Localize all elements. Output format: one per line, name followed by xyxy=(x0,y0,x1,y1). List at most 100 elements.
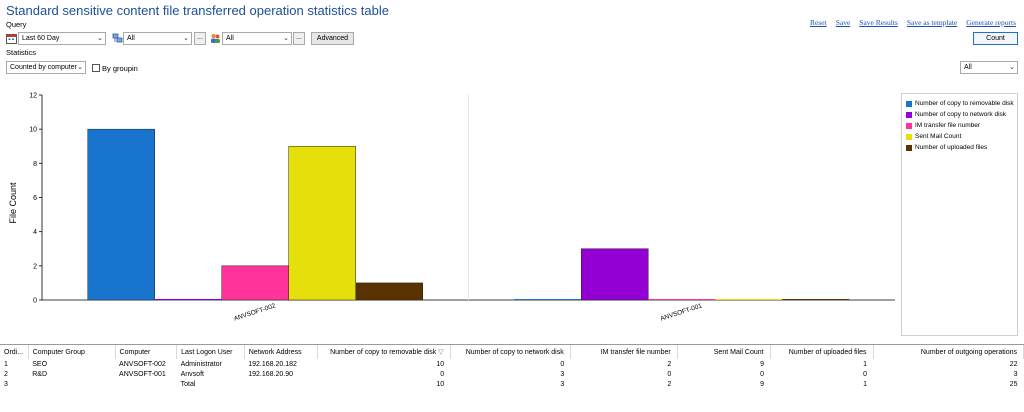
column-header[interactable]: Sent Mail Count xyxy=(677,345,771,359)
column-header[interactable]: Last Logon User xyxy=(176,345,245,359)
chevron-down-icon: ⌄ xyxy=(77,64,83,71)
save-as-template-link[interactable]: Save as template xyxy=(906,18,958,27)
y-axis-label: File Count xyxy=(8,182,18,224)
column-header-label: Number of outgoing operations xyxy=(920,348,1017,356)
chart-legend: Number of copy to removable disk Number o… xyxy=(901,93,1018,336)
table-cell: ANVSOFT-002 xyxy=(119,360,166,368)
legend-item: Sent Mail Count xyxy=(906,131,1017,142)
bar-anvsoft-002-2 xyxy=(221,265,289,301)
table-row[interactable]: 1 SEO ANVSOFT-002 Administrator 192.168.20.1… xyxy=(0,359,1024,369)
x-category-label: ANVSOFT-002 xyxy=(233,302,277,322)
table-cell: 192.168.20.90 xyxy=(248,370,293,378)
by-grouping-checkbox[interactable] xyxy=(92,64,100,72)
table-header-row: Ordi... Computer Group Computer Last Logon … xyxy=(0,345,1024,359)
column-header-label: Last Logon User xyxy=(181,348,233,356)
table-cell: 0 xyxy=(667,370,672,378)
bar-chart: File Count 0 2 4 6 8 10 12 ANVSOFT-002 ANVSOFT-… xyxy=(8,93,895,323)
count-by-select[interactable]: Counted by computer ⌄ xyxy=(6,61,86,74)
filter-select[interactable]: All ⌄ xyxy=(960,61,1018,74)
table-cell: 22 xyxy=(1009,360,1018,368)
generate-reports-link[interactable]: Generate reports xyxy=(966,18,1016,27)
bar-anvsoft-001-4 xyxy=(782,299,850,300)
column-header-label: Computer Group xyxy=(32,348,85,356)
page-title: Standard sensitive content file transfer… xyxy=(6,3,389,18)
legend-swatch xyxy=(906,100,912,107)
table-cell: 2 xyxy=(4,370,8,378)
computer-network-icon xyxy=(112,33,123,43)
table-cell: R&D xyxy=(32,370,48,378)
legend-label: Number of copy to removable disk xyxy=(915,100,1014,107)
legend-label: Sent Mail Count xyxy=(915,133,962,140)
legend-label: IM transfer file number xyxy=(915,122,981,129)
table-cell: 0 xyxy=(760,370,765,378)
table-cell: 3 xyxy=(1013,370,1018,378)
date-range-select[interactable]: Last 60 Day ⌄ xyxy=(18,32,106,45)
table-cell: 3 xyxy=(560,380,565,388)
column-header[interactable]: Number of outgoing operations xyxy=(873,345,1024,359)
column-header-label: IM transfer file number xyxy=(600,348,671,356)
table-cell: 25 xyxy=(1009,380,1018,388)
results-grid: Ordi... Computer Group Computer Last Logon … xyxy=(0,344,1024,412)
y-tick-label: 0 xyxy=(33,298,37,305)
table-cell: 9 xyxy=(760,380,765,388)
advanced-button[interactable]: Advanced xyxy=(311,32,354,45)
column-header[interactable]: IM transfer file number xyxy=(570,345,678,359)
y-tick-label: 10 xyxy=(29,127,37,134)
column-header[interactable]: Number of uploaded files xyxy=(770,345,874,359)
table-cell: 1 xyxy=(4,360,8,368)
legend-swatch xyxy=(906,122,912,129)
column-header[interactable]: Computer xyxy=(115,345,178,359)
column-header-label: Computer xyxy=(119,348,151,356)
column-header[interactable]: Computer Group xyxy=(28,345,116,359)
table-cell: Total xyxy=(180,380,196,388)
legend-item: IM transfer file number xyxy=(906,120,1017,131)
y-tick-label: 6 xyxy=(33,195,37,202)
bar-anvsoft-001-1 xyxy=(581,248,649,301)
table-cell: 1 xyxy=(863,380,868,388)
count-button[interactable]: Count xyxy=(973,32,1018,45)
column-header[interactable]: Number of copy to removable disk ▽ xyxy=(317,345,451,359)
column-header-label: Network Address xyxy=(248,348,302,356)
column-header-label: Number of copy to removable disk xyxy=(330,349,437,356)
y-tick-label: 4 xyxy=(33,229,37,236)
table-cell: 192.168.20.182 xyxy=(248,360,297,368)
table-row[interactable]: 2 R&D ANVSOFT-001 Anvsoft 192.168.20.90 0 3 0 0 0… xyxy=(0,369,1024,379)
legend-label: Number of copy to network disk xyxy=(915,111,1007,118)
statistics-label: Statistics xyxy=(6,48,37,57)
chevron-down-icon: ⌄ xyxy=(1009,64,1015,71)
save-link[interactable]: Save xyxy=(835,18,851,27)
query-label: Query xyxy=(6,20,27,29)
column-header[interactable]: Network Address xyxy=(244,345,319,359)
table-row[interactable]: 3 Total 10 3 2 9 1 25 xyxy=(0,379,1024,389)
sort-filter-icon[interactable]: ▽ xyxy=(436,349,444,356)
legend-item: Number of uploaded files xyxy=(906,142,1017,153)
table-cell: SEO xyxy=(32,360,48,368)
users-icon xyxy=(211,34,220,43)
bar-anvsoft-001-0 xyxy=(514,299,582,300)
legend-item: Number of copy to network disk xyxy=(906,109,1017,120)
table-cell: 3 xyxy=(560,370,565,378)
column-header[interactable]: Ordi... xyxy=(0,345,29,359)
bar-anvsoft-001-2 xyxy=(648,299,716,300)
table-cell: 9 xyxy=(760,360,765,368)
x-category-label: ANVSOFT-001 xyxy=(660,302,704,322)
reset-link[interactable]: Reset xyxy=(810,18,827,27)
user-scope-select[interactable]: All ⌄ xyxy=(222,32,292,45)
user-browse-button[interactable]: ... xyxy=(293,32,305,45)
chevron-down-icon: ⌄ xyxy=(283,35,289,42)
table-cell: 1 xyxy=(863,360,868,368)
table-cell: 10 xyxy=(436,380,445,388)
calendar-icon xyxy=(6,34,17,44)
computer-browse-button[interactable]: ... xyxy=(194,32,206,45)
table-cell: 10 xyxy=(436,360,445,368)
table-cell: 0 xyxy=(863,370,868,378)
column-header[interactable]: Number of copy to network disk xyxy=(450,345,571,359)
table-cell xyxy=(244,379,318,389)
column-header-label: Number of uploaded files xyxy=(788,348,867,356)
table-cell xyxy=(28,379,115,389)
bar-anvsoft-002-3 xyxy=(288,146,356,301)
save-results-link[interactable]: Save Results xyxy=(859,18,898,27)
legend-label: Number of uploaded files xyxy=(915,144,988,151)
computer-scope-select[interactable]: All ⌄ xyxy=(123,32,192,45)
table-cell: Anvsoft xyxy=(180,370,204,378)
